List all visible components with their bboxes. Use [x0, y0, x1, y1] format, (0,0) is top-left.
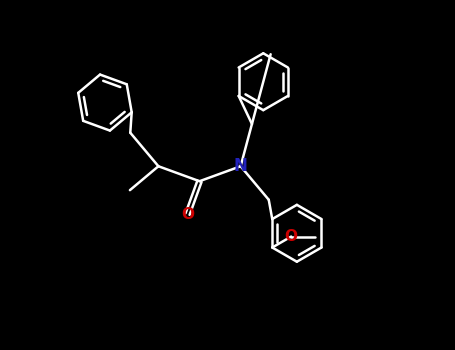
Text: O: O	[181, 206, 194, 222]
Text: N: N	[234, 157, 248, 175]
Text: O: O	[285, 229, 298, 244]
